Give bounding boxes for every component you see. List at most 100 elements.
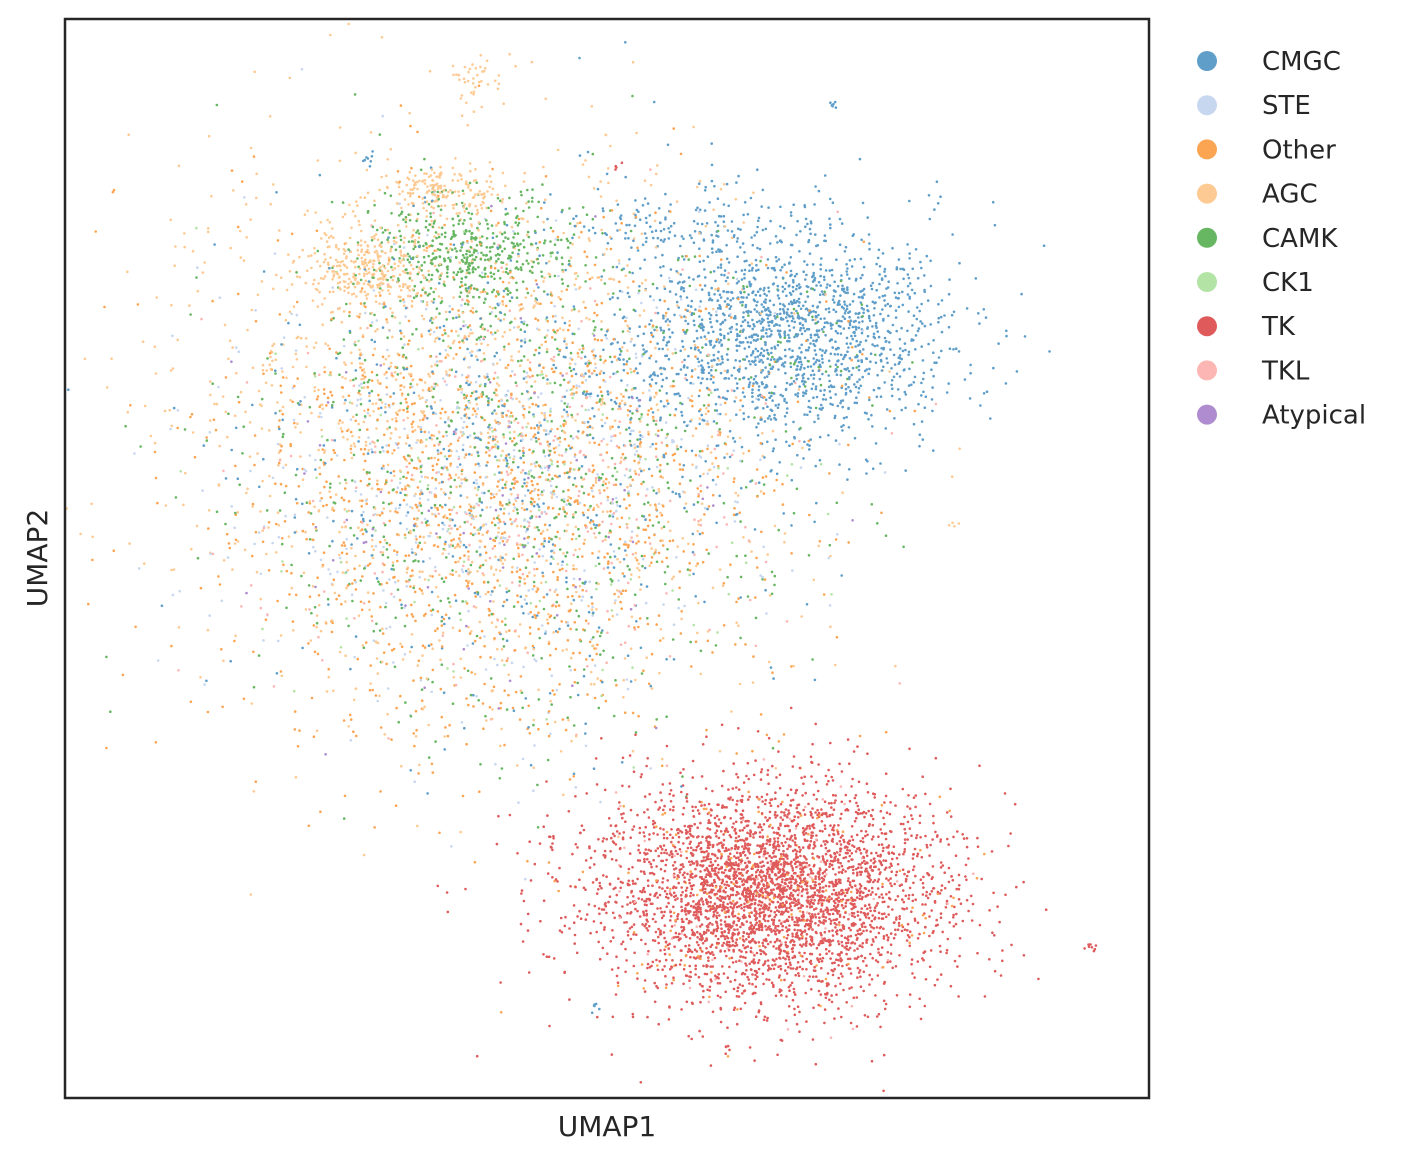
data-point-camk bbox=[477, 265, 480, 269]
data-point-other bbox=[405, 476, 408, 480]
data-point-tk bbox=[802, 782, 805, 785]
data-point-agc bbox=[382, 507, 386, 510]
data-point-cmgc bbox=[861, 320, 864, 323]
data-point-cmgc bbox=[565, 576, 568, 579]
data-point-agc bbox=[520, 506, 524, 510]
data-point-camk bbox=[509, 291, 512, 295]
data-point-other bbox=[543, 537, 546, 540]
data-point-cmgc bbox=[205, 679, 208, 683]
data-point-tk bbox=[848, 849, 852, 852]
data-point-ste bbox=[178, 589, 181, 593]
data-point-cmgc bbox=[447, 449, 451, 453]
data-point-cmgc bbox=[719, 266, 723, 269]
data-point-cmgc bbox=[669, 224, 673, 228]
data-point-camk bbox=[444, 332, 447, 335]
data-point-cmgc bbox=[708, 317, 712, 321]
data-point-tk bbox=[870, 943, 874, 947]
data-point-tk bbox=[787, 958, 791, 961]
data-point-tkl bbox=[730, 389, 734, 392]
data-point-agc bbox=[455, 485, 458, 489]
data-point-camk bbox=[528, 339, 532, 342]
data-point-other bbox=[87, 602, 90, 606]
data-point-cmgc bbox=[293, 531, 297, 534]
data-point-cmgc bbox=[853, 258, 857, 261]
data-point-cmgc bbox=[776, 313, 779, 316]
data-point-tkl bbox=[387, 737, 390, 740]
data-point-tk bbox=[552, 834, 555, 838]
data-point-agc bbox=[704, 412, 708, 416]
data-point-camk bbox=[576, 681, 579, 685]
data-point-other bbox=[782, 935, 786, 939]
data-point-agc bbox=[560, 290, 564, 293]
data-point-tk bbox=[765, 857, 768, 860]
data-point-agc bbox=[638, 467, 642, 471]
data-point-other bbox=[313, 650, 317, 654]
data-point-tk bbox=[683, 933, 686, 937]
data-point-ck1 bbox=[826, 512, 830, 516]
data-point-cmgc bbox=[399, 522, 402, 525]
data-point-cmgc bbox=[459, 327, 463, 331]
data-point-other bbox=[465, 579, 468, 583]
data-point-camk bbox=[406, 393, 410, 396]
data-point-other bbox=[366, 428, 369, 431]
data-point-cmgc bbox=[295, 467, 299, 471]
data-point-tk bbox=[766, 773, 769, 776]
data-point-camk bbox=[460, 246, 464, 249]
data-point-other bbox=[509, 518, 512, 521]
data-point-camk bbox=[531, 265, 534, 269]
data-point-other bbox=[525, 484, 528, 488]
data-point-cmgc bbox=[822, 275, 826, 279]
data-point-ste bbox=[699, 456, 703, 459]
data-point-tk bbox=[847, 859, 850, 863]
data-point-tk bbox=[809, 867, 812, 871]
data-point-cmgc bbox=[524, 697, 528, 700]
data-point-agc bbox=[635, 534, 639, 537]
data-point-ste bbox=[300, 68, 304, 71]
data-point-other bbox=[644, 325, 647, 328]
data-point-cmgc bbox=[294, 497, 298, 501]
data-point-tk bbox=[870, 851, 873, 855]
data-point-atypical bbox=[631, 396, 634, 400]
data-point-tk bbox=[908, 807, 912, 810]
data-point-agc bbox=[366, 191, 370, 195]
data-point-other bbox=[382, 651, 386, 654]
data-point-other bbox=[519, 675, 523, 678]
data-point-tk bbox=[670, 855, 674, 859]
data-point-agc bbox=[433, 200, 436, 203]
data-point-tk bbox=[805, 968, 808, 971]
data-point-agc bbox=[298, 255, 301, 259]
data-point-tkl bbox=[643, 839, 647, 843]
data-point-agc bbox=[710, 435, 714, 439]
data-point-camk bbox=[683, 429, 687, 433]
data-point-tk bbox=[629, 911, 633, 914]
data-point-tk bbox=[844, 905, 847, 908]
data-point-ste bbox=[574, 288, 578, 291]
data-point-other bbox=[735, 752, 738, 755]
data-point-agc bbox=[395, 241, 398, 244]
data-point-tk bbox=[824, 996, 828, 1000]
data-point-camk bbox=[522, 454, 525, 458]
data-point-tk bbox=[621, 816, 624, 820]
data-point-camk bbox=[709, 270, 712, 274]
data-point-camk bbox=[522, 245, 526, 249]
data-point-camk bbox=[505, 267, 508, 271]
data-point-cmgc bbox=[371, 150, 374, 153]
data-point-tk bbox=[906, 929, 909, 932]
data-point-cmgc bbox=[735, 281, 739, 285]
data-point-agc bbox=[313, 389, 316, 393]
data-point-tk bbox=[627, 879, 631, 883]
data-point-tk bbox=[656, 896, 659, 899]
data-point-cmgc bbox=[769, 219, 772, 223]
data-point-agc bbox=[379, 226, 383, 229]
data-point-other bbox=[606, 495, 610, 499]
data-point-agc bbox=[617, 835, 620, 839]
data-point-tk bbox=[648, 872, 652, 875]
data-point-other bbox=[170, 644, 173, 648]
data-point-other bbox=[519, 576, 522, 580]
data-point-cmgc bbox=[883, 294, 887, 297]
data-point-agc bbox=[236, 540, 240, 543]
data-point-other bbox=[512, 503, 516, 506]
data-point-tk bbox=[681, 873, 685, 877]
data-point-tk bbox=[821, 871, 825, 875]
data-point-cmgc bbox=[531, 615, 534, 619]
